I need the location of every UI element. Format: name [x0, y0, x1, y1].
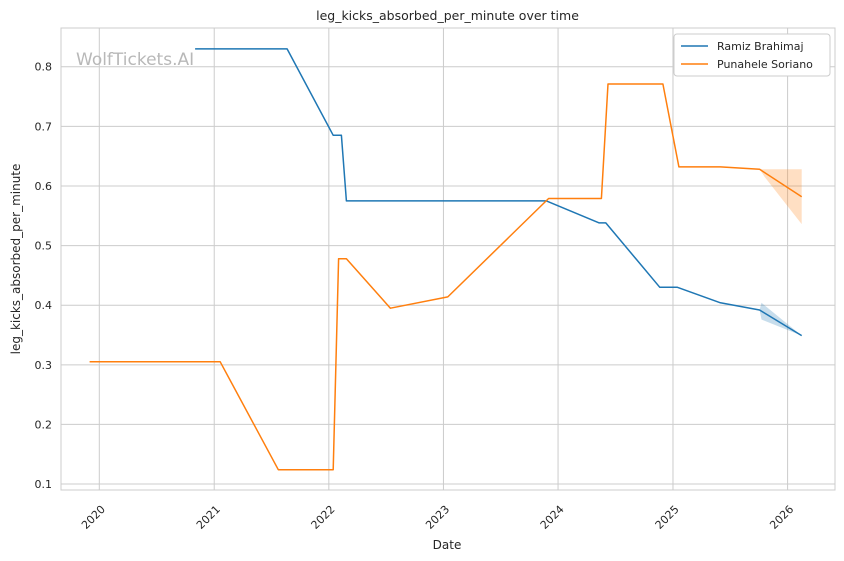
- confidence-band: [759, 302, 802, 336]
- y-tick-label: 0.7: [35, 120, 53, 133]
- x-tick-label: 2022: [309, 503, 338, 532]
- y-axis-ticks: 0.1 0.2 0.3 0.4 0.5 0.6 0.7 0.8: [35, 61, 53, 491]
- x-tick-label: 2024: [538, 503, 567, 532]
- y-tick-label: 0.1: [35, 478, 53, 491]
- y-tick-label: 0.2: [35, 418, 53, 431]
- confidence-bands: [759, 169, 802, 336]
- watermark: WolfTickets.AI: [76, 50, 194, 70]
- y-tick-label: 0.3: [35, 359, 53, 372]
- legend-entry: Punahele Soriano: [717, 58, 813, 71]
- series-line: [89, 83, 803, 471]
- y-tick-label: 0.8: [35, 61, 53, 74]
- y-tick-label: 0.4: [35, 299, 53, 312]
- plot-background: [60, 27, 836, 491]
- x-tick-label: 2025: [653, 503, 682, 532]
- confidence-band: [759, 169, 802, 225]
- x-tick-label: 2021: [194, 503, 223, 532]
- grid-lines: [61, 28, 835, 490]
- y-axis-label: leg_kicks_absorbed_per_minute: [9, 164, 23, 355]
- x-axis-ticks: 2020 2021 2022 2023 2024 2025 2026: [79, 503, 796, 532]
- legend: Ramiz Brahimaj Punahele Soriano: [673, 33, 831, 77]
- y-tick-label: 0.5: [35, 240, 53, 253]
- x-tick-label: 2020: [79, 503, 108, 532]
- x-axis-label: Date: [433, 538, 462, 552]
- series-line: [195, 48, 803, 337]
- x-tick-label: 2023: [423, 503, 452, 532]
- chart-title: leg_kicks_absorbed_per_minute over time: [316, 8, 579, 23]
- y-tick-label: 0.6: [35, 180, 53, 193]
- x-tick-label: 2026: [767, 503, 796, 532]
- series-lines: [89, 48, 803, 471]
- legend-entry: Ramiz Brahimaj: [717, 40, 804, 53]
- legend-frame: [673, 33, 831, 77]
